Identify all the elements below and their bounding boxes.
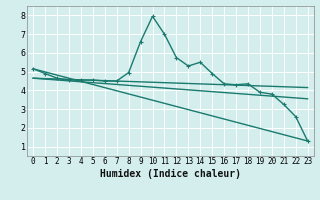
X-axis label: Humidex (Indice chaleur): Humidex (Indice chaleur) — [100, 169, 241, 179]
